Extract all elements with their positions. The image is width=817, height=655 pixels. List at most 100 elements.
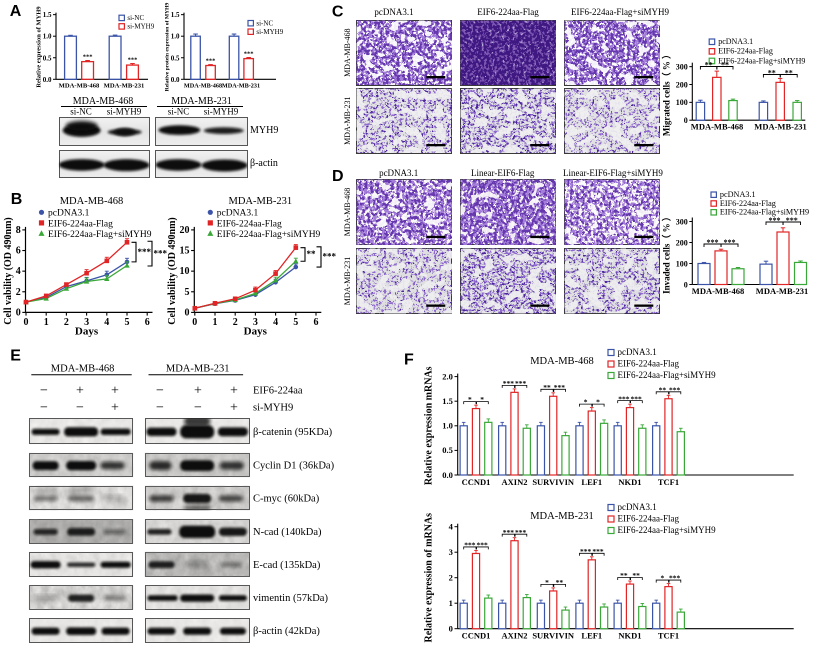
svg-text:Linear-EIF6-Flag+siMYH9: Linear-EIF6-Flag+siMYH9 <box>563 168 663 178</box>
svg-text:4: 4 <box>449 522 454 532</box>
svg-text:1.0: 1.0 <box>43 33 52 41</box>
svg-text:MDA-MB-231: MDA-MB-231 <box>222 83 260 90</box>
svg-text:TCF1: TCF1 <box>658 631 679 641</box>
svg-text:1.0: 1.0 <box>171 33 180 41</box>
svg-text:0.0: 0.0 <box>43 76 52 84</box>
svg-text:D: D <box>332 168 344 185</box>
svg-text:β-actin: β-actin <box>250 158 278 169</box>
svg-text:300: 300 <box>676 217 688 226</box>
svg-text:EIF6-224aa-Flag: EIF6-224aa-Flag <box>618 359 680 369</box>
svg-text:si-NC: si-NC <box>256 20 273 28</box>
svg-text:MYH9: MYH9 <box>250 125 278 136</box>
svg-text:Relative expression of MYH9: Relative expression of MYH9 <box>36 6 43 88</box>
svg-text:***: *** <box>206 58 216 65</box>
svg-text:+: + <box>194 384 202 399</box>
svg-text:3: 3 <box>253 317 258 328</box>
svg-text:***: *** <box>669 574 681 583</box>
svg-text:*: * <box>468 395 472 404</box>
svg-text:MDA-MB-231: MDA-MB-231 <box>166 364 230 375</box>
svg-text:***: *** <box>554 383 566 392</box>
svg-text:B: B <box>11 191 23 208</box>
svg-text:MDA-MB-231: MDA-MB-231 <box>104 83 145 90</box>
svg-text:0: 0 <box>192 317 197 328</box>
svg-text:−: − <box>40 384 48 399</box>
svg-text:1: 1 <box>213 317 218 328</box>
svg-text:***: *** <box>477 541 489 550</box>
svg-text:***: *** <box>464 541 476 550</box>
svg-text:EIF6-224aa-Flag: EIF6-224aa-Flag <box>217 219 282 229</box>
svg-text:Days: Days <box>244 326 268 338</box>
svg-text:−: − <box>156 401 164 416</box>
svg-text:4: 4 <box>104 317 109 328</box>
svg-text:+: + <box>111 401 119 416</box>
svg-text:MDA-MB-468: MDA-MB-468 <box>343 28 352 76</box>
svg-text:si-NC: si-NC <box>70 107 92 117</box>
svg-text:***: *** <box>323 252 337 262</box>
svg-text:si-MYH9: si-MYH9 <box>256 28 283 36</box>
svg-text:AXIN2: AXIN2 <box>502 477 528 487</box>
svg-text:EIF6-224aa-Flag+siMYH9: EIF6-224aa-Flag+siMYH9 <box>48 230 152 240</box>
svg-text:E-cad (135kDa): E-cad (135kDa) <box>253 560 321 571</box>
svg-text:MDA-MB-231: MDA-MB-231 <box>530 511 594 522</box>
svg-text:1.0: 1.0 <box>442 421 453 431</box>
svg-text:300: 300 <box>676 62 688 71</box>
svg-text:β-actin (42kDa): β-actin (42kDa) <box>253 626 320 637</box>
svg-text:***: *** <box>515 528 527 537</box>
svg-text:1.5: 1.5 <box>442 396 453 406</box>
svg-text:**: ** <box>721 61 729 70</box>
svg-text:*: * <box>584 398 588 407</box>
svg-text:NKD1: NKD1 <box>618 477 641 487</box>
svg-text:6: 6 <box>314 317 319 328</box>
svg-text:0: 0 <box>449 624 453 634</box>
svg-text:MDA-MB-468: MDA-MB-468 <box>692 286 744 296</box>
svg-text:2: 2 <box>449 573 453 583</box>
svg-text:***: *** <box>515 379 527 388</box>
svg-text:***: *** <box>669 385 681 394</box>
svg-text:1: 1 <box>449 598 453 608</box>
svg-text:***: *** <box>244 51 254 58</box>
svg-text:200: 200 <box>676 238 688 247</box>
svg-text:E: E <box>10 347 21 364</box>
svg-text:si-NC: si-NC <box>168 107 190 117</box>
svg-text:pcDNA3.1: pcDNA3.1 <box>720 190 756 199</box>
svg-text:Invaded cells（ % ）: Invaded cells（ % ） <box>662 212 672 294</box>
svg-text:pcDNA3.1: pcDNA3.1 <box>618 347 657 357</box>
svg-text:**: ** <box>556 578 564 587</box>
svg-text:***: *** <box>618 394 630 403</box>
svg-text:***: *** <box>786 216 798 225</box>
svg-text:−: − <box>40 401 48 416</box>
svg-text:***: *** <box>707 238 719 247</box>
svg-text:−: − <box>76 401 84 416</box>
svg-text:MDA-MB-231: MDA-MB-231 <box>343 257 352 305</box>
svg-text:Cell vability (OD 490nm): Cell vability (OD 490nm) <box>3 217 14 325</box>
svg-text:si-MYH9: si-MYH9 <box>127 23 154 31</box>
svg-text:100: 100 <box>676 259 688 268</box>
svg-text:6: 6 <box>145 317 150 328</box>
svg-text:si-MYH9: si-MYH9 <box>253 403 293 414</box>
svg-text:MDA-MB-231: MDA-MB-231 <box>754 122 806 132</box>
svg-text:MDA-MB-468: MDA-MB-468 <box>184 83 222 90</box>
svg-text:MDA-MB-231: MDA-MB-231 <box>343 96 352 144</box>
svg-text:***: *** <box>128 57 138 64</box>
svg-text:Cell vability (OD 490nm): Cell vability (OD 490nm) <box>167 217 178 325</box>
svg-text:EIF6-224aa-Flag+siMYH9: EIF6-224aa-Flag+siMYH9 <box>618 370 717 380</box>
svg-text:**: ** <box>659 385 667 394</box>
svg-text:+: + <box>230 384 238 399</box>
svg-text:MDA-MB-468: MDA-MB-468 <box>343 188 352 236</box>
svg-text:0.0: 0.0 <box>171 76 180 84</box>
svg-text:2: 2 <box>64 317 69 328</box>
svg-text:SURVIVIN: SURVIVIN <box>532 631 575 641</box>
svg-text:Cyclin D1 (36kDa): Cyclin D1 (36kDa) <box>253 461 335 472</box>
svg-text:1.5: 1.5 <box>43 11 52 19</box>
svg-text:A: A <box>10 3 22 20</box>
svg-text:***: *** <box>580 547 592 556</box>
svg-text:MDA-MB-468: MDA-MB-468 <box>73 96 134 107</box>
svg-text:Linear-EIF6-Flag: Linear-EIF6-Flag <box>471 168 535 178</box>
svg-text:Relative expression of mRNAs: Relative expression of mRNAs <box>424 513 435 643</box>
svg-text:vimentin (57kDa): vimentin (57kDa) <box>253 593 328 604</box>
svg-text:0.5: 0.5 <box>43 54 52 62</box>
svg-text:0: 0 <box>185 307 190 318</box>
svg-text:+: + <box>230 401 238 416</box>
svg-text:β-catenin (95KDa): β-catenin (95KDa) <box>253 427 333 438</box>
svg-text:**: ** <box>543 383 551 392</box>
